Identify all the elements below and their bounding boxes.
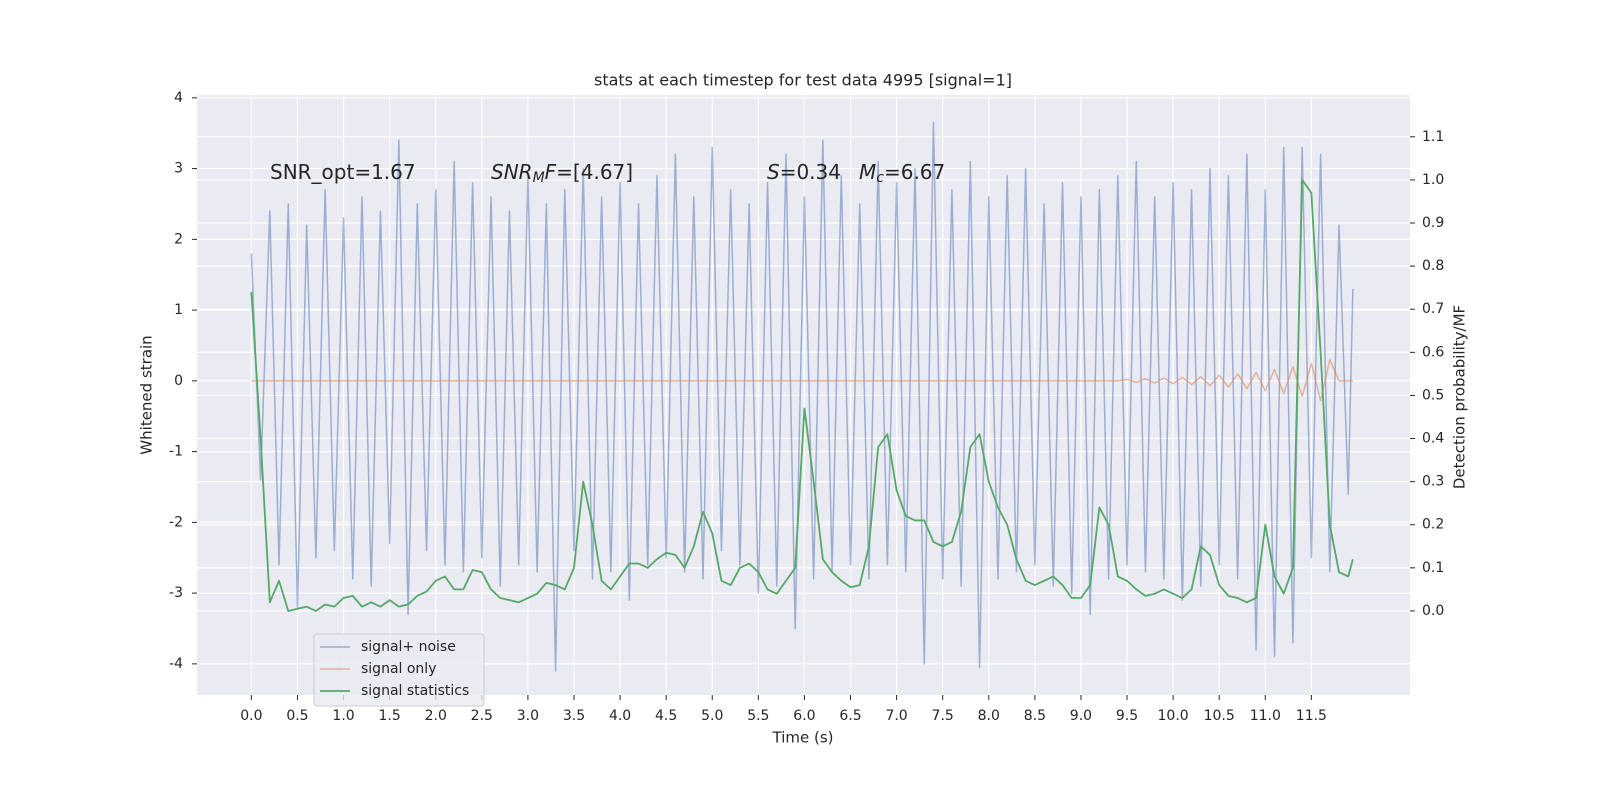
x-tick-label: 0.0 <box>240 708 262 724</box>
series-line <box>250 121 1354 672</box>
y2-tick-label: 0.7 <box>1422 301 1444 317</box>
y-tick-label: -4 <box>169 656 183 672</box>
x-tick-label: 6.0 <box>793 708 815 724</box>
y2-tick-label: 0.4 <box>1422 431 1444 447</box>
series-line <box>250 179 1354 612</box>
legend-box <box>313 633 485 707</box>
y-tick-label: 1 <box>174 302 183 318</box>
annotation: Mc=6.67 <box>859 160 945 187</box>
y-tick-label: -1 <box>169 444 183 460</box>
y-tick-label: 0 <box>174 373 183 389</box>
x-tick-label: 6.5 <box>839 708 861 724</box>
annotation-part: =0.34 <box>780 160 841 184</box>
x-tick-label: 3.5 <box>563 708 585 724</box>
x-tick-label: 7.0 <box>885 708 907 724</box>
annotation-part: SNR <box>491 160 533 184</box>
chart-title: stats at each timestep for test data 499… <box>594 71 1012 90</box>
x-tick-label: 10.5 <box>1204 708 1235 724</box>
x-tick-label: 1.5 <box>379 708 401 724</box>
x-axis-label: Time (s) <box>772 729 834 747</box>
x-tick-label: 8.0 <box>978 708 1000 724</box>
y2-tick-label: 0.1 <box>1422 560 1444 576</box>
y2-tick-label: 0.6 <box>1422 344 1444 360</box>
x-tick-label: 10.0 <box>1158 708 1189 724</box>
annotation-part: SNR_opt=1.67 <box>270 160 416 184</box>
y2-tick-label: 0.2 <box>1422 517 1444 533</box>
x-tick-label: 4.0 <box>609 708 631 724</box>
y2-tick-label: 0.3 <box>1422 474 1444 490</box>
annotation-part: S <box>767 160 780 184</box>
x-tick-label: 5.0 <box>701 708 723 724</box>
marks <box>250 121 1354 672</box>
x-tick-label: 7.5 <box>932 708 954 724</box>
y2-tick-label: 1.0 <box>1422 172 1444 188</box>
annotation: S=0.34 <box>767 160 841 184</box>
x-tick-label: 9.5 <box>1116 708 1138 724</box>
y-tick-label: -3 <box>169 585 183 601</box>
y-tick-label: -2 <box>169 514 183 530</box>
x-tick-label: 2.0 <box>425 708 447 724</box>
annotation-part: M <box>859 160 876 184</box>
x-tick-label: 5.5 <box>747 708 769 724</box>
annotation-part: c <box>876 170 884 186</box>
annotation: SNRMF=[4.67] <box>491 160 633 187</box>
annotation-part: M <box>533 170 545 186</box>
x-tick-label: 11.5 <box>1296 708 1327 724</box>
y-tick-label: 3 <box>174 161 183 177</box>
annotation-part: =[4.67] <box>556 160 633 184</box>
legend: signal+ noise signal only signal statistic… <box>313 633 485 707</box>
x-tick-label: 11.0 <box>1250 708 1281 724</box>
annotation: SNR_opt=1.67 <box>270 160 416 184</box>
legend-label: signal statistics <box>361 683 469 699</box>
y2-axis-label: Detection probability/MF <box>1451 305 1469 489</box>
legend-label: signal only <box>361 661 436 677</box>
legend-label: signal+ noise <box>361 639 456 655</box>
x-tick-label: 8.5 <box>1024 708 1046 724</box>
x-tick-label: 2.5 <box>471 708 493 724</box>
y2-tick-label: 0.9 <box>1422 215 1444 231</box>
x-tick-label: 9.0 <box>1070 708 1092 724</box>
axes: 0.0 0.5 1.0 1.5 2.0 2.5 3.0 3.5 4.0 4.5 5.0 5.5 6.0 6… <box>169 90 1444 724</box>
x-tick-label: 4.5 <box>655 708 677 724</box>
y-tick-label: 2 <box>174 231 183 247</box>
y2-tick-label: 0.8 <box>1422 258 1444 274</box>
y-tick-label: 4 <box>174 90 183 106</box>
annotation-part: =6.67 <box>884 160 945 184</box>
y-axis-label: Whitened strain <box>138 335 156 454</box>
x-tick-label: 1.0 <box>332 708 354 724</box>
x-tick-label: 3.0 <box>517 708 539 724</box>
series-line <box>251 358 1353 402</box>
y2-tick-label: 0.5 <box>1422 387 1444 403</box>
y2-tick-label: 0.0 <box>1422 603 1444 619</box>
annotation-part: F <box>545 160 557 184</box>
y2-tick-label: 1.1 <box>1422 129 1444 145</box>
x-tick-label: 0.5 <box>286 708 308 724</box>
